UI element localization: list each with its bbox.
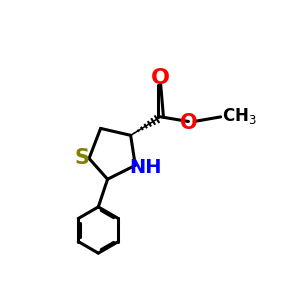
Text: CH$_3$: CH$_3$ [222, 106, 257, 126]
Text: O: O [151, 68, 170, 88]
Text: NH: NH [129, 158, 162, 177]
Text: O: O [180, 112, 197, 133]
Text: S: S [75, 148, 90, 168]
